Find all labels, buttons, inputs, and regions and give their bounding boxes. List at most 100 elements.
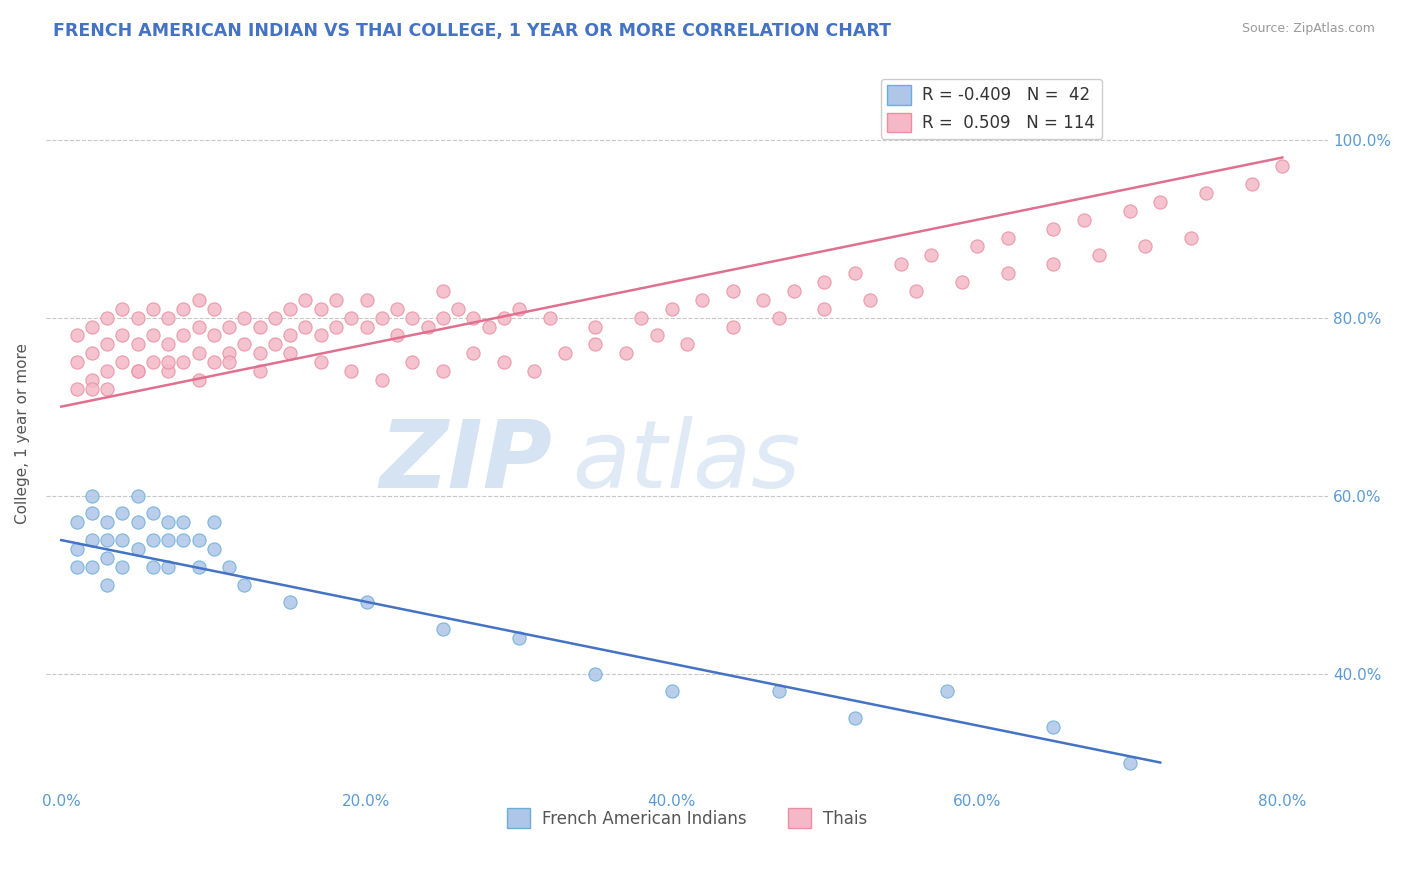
Point xyxy=(371,310,394,325)
Point xyxy=(157,310,180,325)
Point xyxy=(585,666,607,681)
Point xyxy=(492,355,515,369)
Point xyxy=(142,559,165,574)
Point xyxy=(157,364,180,378)
Point xyxy=(432,364,454,378)
Point xyxy=(768,310,790,325)
Point xyxy=(645,328,668,343)
Point xyxy=(172,301,194,316)
Point xyxy=(249,346,271,360)
Point xyxy=(127,337,149,351)
Point xyxy=(508,631,530,645)
Point xyxy=(463,346,485,360)
Point xyxy=(340,310,363,325)
Point xyxy=(172,533,194,547)
Point xyxy=(416,319,439,334)
Point xyxy=(187,533,209,547)
Point xyxy=(813,301,835,316)
Point xyxy=(80,507,103,521)
Point xyxy=(218,319,240,334)
Point xyxy=(187,373,209,387)
Point xyxy=(202,516,225,530)
Point xyxy=(661,684,683,698)
Point xyxy=(96,364,118,378)
Y-axis label: College, 1 year or more: College, 1 year or more xyxy=(15,343,30,524)
Point xyxy=(142,301,165,316)
Text: atlas: atlas xyxy=(572,417,800,508)
Point xyxy=(1240,178,1263,192)
Point xyxy=(966,239,988,253)
Point xyxy=(905,284,928,298)
Point xyxy=(202,541,225,556)
Point xyxy=(157,337,180,351)
Point xyxy=(768,684,790,698)
Point xyxy=(96,516,118,530)
Point xyxy=(218,355,240,369)
Point xyxy=(676,337,699,351)
Point xyxy=(721,319,744,334)
Point xyxy=(187,559,209,574)
Point xyxy=(356,293,378,307)
Point xyxy=(187,293,209,307)
Point xyxy=(920,248,942,262)
Point xyxy=(585,319,607,334)
Point xyxy=(309,355,332,369)
Point xyxy=(309,301,332,316)
Point xyxy=(65,355,87,369)
Point xyxy=(997,266,1019,280)
Point xyxy=(356,595,378,609)
Point xyxy=(96,310,118,325)
Point xyxy=(325,293,347,307)
Point xyxy=(80,559,103,574)
Point xyxy=(111,328,134,343)
Point xyxy=(202,328,225,343)
Point xyxy=(65,382,87,396)
Point xyxy=(111,301,134,316)
Point xyxy=(463,310,485,325)
Point xyxy=(890,257,912,271)
Point xyxy=(157,516,180,530)
Point xyxy=(1088,248,1111,262)
Point xyxy=(1271,160,1294,174)
Point xyxy=(278,328,301,343)
Point xyxy=(401,355,423,369)
Point xyxy=(80,346,103,360)
Point xyxy=(1073,212,1095,227)
Point xyxy=(111,507,134,521)
Point xyxy=(844,711,866,725)
Point xyxy=(65,559,87,574)
Point xyxy=(187,319,209,334)
Point xyxy=(356,319,378,334)
Point xyxy=(478,319,501,334)
Point xyxy=(142,328,165,343)
Point xyxy=(432,622,454,636)
Point xyxy=(813,275,835,289)
Text: ZIP: ZIP xyxy=(380,416,553,508)
Point xyxy=(630,310,652,325)
Point xyxy=(447,301,470,316)
Point xyxy=(325,319,347,334)
Point xyxy=(401,310,423,325)
Point xyxy=(187,346,209,360)
Point xyxy=(233,310,256,325)
Legend: French American Indians, Thais: French American Indians, Thais xyxy=(501,802,875,834)
Point xyxy=(264,337,287,351)
Point xyxy=(127,516,149,530)
Point xyxy=(1042,720,1064,734)
Point xyxy=(278,301,301,316)
Point xyxy=(172,328,194,343)
Point xyxy=(661,301,683,316)
Point xyxy=(950,275,973,289)
Point xyxy=(157,533,180,547)
Point xyxy=(96,577,118,591)
Point xyxy=(233,577,256,591)
Point xyxy=(65,541,87,556)
Point xyxy=(1118,203,1140,218)
Point xyxy=(1042,257,1064,271)
Point xyxy=(385,328,408,343)
Point xyxy=(371,373,394,387)
Point xyxy=(172,355,194,369)
Point xyxy=(80,319,103,334)
Point xyxy=(432,310,454,325)
Point xyxy=(385,301,408,316)
